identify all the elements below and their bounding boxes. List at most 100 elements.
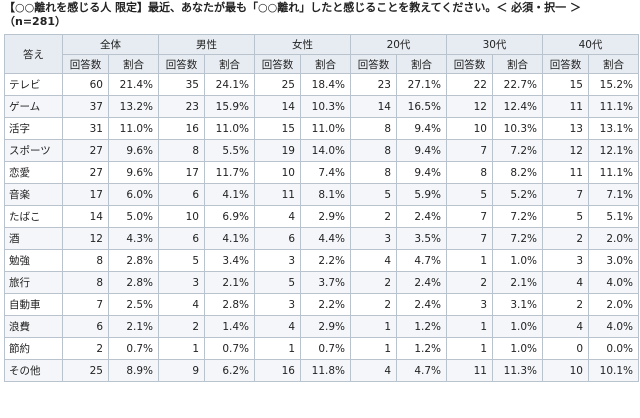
cell-ratio: 2.1% (108, 315, 159, 338)
cell-ratio: 11.1% (588, 95, 639, 118)
cell-ratio: 15.2% (588, 73, 639, 96)
cell-ratio: 4.1% (204, 183, 255, 206)
cell-ratio: 15.9% (204, 95, 255, 118)
question-title: 【○○離れを感じる人 限定】最近、あなたが最も「○○離れ」したと感じることを教え… (4, 1, 581, 14)
cell-ratio: 4.7% (396, 249, 447, 272)
table-row: 活字 31 11.0% 16 11.0% 15 11.0% 8 9.4% 10 10.3% 13 13.… (4, 117, 639, 140)
cell-ratio: 7.4% (300, 161, 351, 184)
row-label: テレビ (4, 73, 63, 96)
row-label: 恋愛 (4, 161, 63, 184)
cell-count: 4 (254, 205, 301, 228)
cell-ratio: 5.1% (588, 205, 639, 228)
table-row: 音楽 17 6.0% 6 4.1% 11 8.1% 5 5.9% 5 5.2% 7 7.1% (4, 183, 639, 206)
cell-ratio: 8.2% (492, 161, 543, 184)
cell-count: 27 (62, 139, 109, 162)
subheader-count: 回答数 (62, 54, 109, 74)
cell-count: 8 (446, 161, 493, 184)
cell-ratio: 11.8% (300, 359, 351, 382)
row-label: 旅行 (4, 271, 63, 294)
question-header: 【○○離れを感じる人 限定】最近、あなたが最も「○○離れ」したと感じることを教え… (4, 1, 636, 29)
cell-ratio: 27.1% (396, 73, 447, 96)
cell-count: 8 (350, 117, 397, 140)
row-label: たばこ (4, 205, 63, 228)
cell-count: 23 (350, 73, 397, 96)
cell-count: 8 (62, 249, 109, 272)
cell-ratio: 11.1% (588, 161, 639, 184)
cell-ratio: 13.1% (588, 117, 639, 140)
cell-ratio: 3.1% (492, 293, 543, 316)
cell-ratio: 3.4% (204, 249, 255, 272)
cell-count: 5 (254, 271, 301, 294)
cell-count: 3 (446, 293, 493, 316)
cell-count: 2 (350, 205, 397, 228)
cell-count: 5 (542, 205, 589, 228)
cell-count: 27 (62, 161, 109, 184)
cell-ratio: 0.7% (108, 337, 159, 360)
row-label: ゲーム (4, 95, 63, 118)
subheader-count: 回答数 (350, 54, 397, 74)
cell-count: 35 (158, 73, 205, 96)
cell-ratio: 2.0% (588, 293, 639, 316)
cell-count: 22 (446, 73, 493, 96)
cell-count: 4 (542, 271, 589, 294)
cell-count: 4 (350, 359, 397, 382)
group-header-30s: 30代 (446, 34, 543, 55)
cell-ratio: 1.0% (492, 337, 543, 360)
cell-count: 10 (254, 161, 301, 184)
row-label: 節約 (4, 337, 63, 360)
cell-ratio: 4.0% (588, 315, 639, 338)
cell-count: 6 (62, 315, 109, 338)
cell-count: 5 (446, 183, 493, 206)
cell-count: 14 (350, 95, 397, 118)
cell-count: 25 (254, 73, 301, 96)
cell-count: 2 (158, 315, 205, 338)
cell-count: 7 (446, 139, 493, 162)
cell-count: 9 (158, 359, 205, 382)
cell-count: 4 (542, 315, 589, 338)
cell-count: 4 (254, 315, 301, 338)
subheader-count: 回答数 (254, 54, 301, 74)
cell-ratio: 5.9% (396, 183, 447, 206)
cell-count: 3 (542, 249, 589, 272)
cell-count: 12 (446, 95, 493, 118)
group-header-40s: 40代 (542, 34, 639, 55)
answer-column-header: 答え (4, 34, 63, 74)
cell-count: 4 (158, 293, 205, 316)
cell-count: 2 (542, 227, 589, 250)
cell-count: 1 (158, 337, 205, 360)
cell-count: 12 (62, 227, 109, 250)
row-label: その他 (4, 359, 63, 382)
cell-ratio: 4.0% (588, 271, 639, 294)
cell-ratio: 8.9% (108, 359, 159, 382)
group-header-row: 答え 全体 男性 女性 20代 30代 40代 (4, 34, 639, 74)
cell-count: 19 (254, 139, 301, 162)
cell-ratio: 9.4% (396, 117, 447, 140)
cell-ratio: 22.7% (492, 73, 543, 96)
cell-count: 7 (446, 205, 493, 228)
cell-count: 7 (446, 227, 493, 250)
cell-ratio: 6.2% (204, 359, 255, 382)
table-row: その他 25 8.9% 9 6.2% 16 11.8% 4 4.7% 11 11.3% 10 10.1% (4, 359, 639, 382)
table-row: 節約 2 0.7% 1 0.7% 1 0.7% 1 1.2% 1 1.0% 0 0.0% (4, 337, 639, 360)
cell-ratio: 11.7% (204, 161, 255, 184)
cell-ratio: 4.3% (108, 227, 159, 250)
cell-count: 23 (158, 95, 205, 118)
cell-ratio: 3.5% (396, 227, 447, 250)
row-label: 浪費 (4, 315, 63, 338)
cell-count: 1 (254, 337, 301, 360)
cell-count: 11 (542, 95, 589, 118)
cell-ratio: 7.2% (492, 205, 543, 228)
cell-ratio: 7.2% (492, 227, 543, 250)
cell-count: 1 (350, 337, 397, 360)
cell-count: 16 (158, 117, 205, 140)
cell-count: 37 (62, 95, 109, 118)
table-row: 酒 12 4.3% 6 4.1% 6 4.4% 3 3.5% 7 7.2% 2 2.0% (4, 227, 639, 250)
survey-results-table: 答え 全体 男性 女性 20代 30代 40代 回答数 割合 回答数 割合 回答数 割合回… (4, 34, 639, 382)
cell-ratio: 9.6% (108, 139, 159, 162)
cell-ratio: 9.6% (108, 161, 159, 184)
cell-ratio: 12.4% (492, 95, 543, 118)
cell-ratio: 2.1% (492, 271, 543, 294)
cell-count: 10 (446, 117, 493, 140)
cell-ratio: 11.3% (492, 359, 543, 382)
group-header-total: 全体 (62, 34, 159, 55)
